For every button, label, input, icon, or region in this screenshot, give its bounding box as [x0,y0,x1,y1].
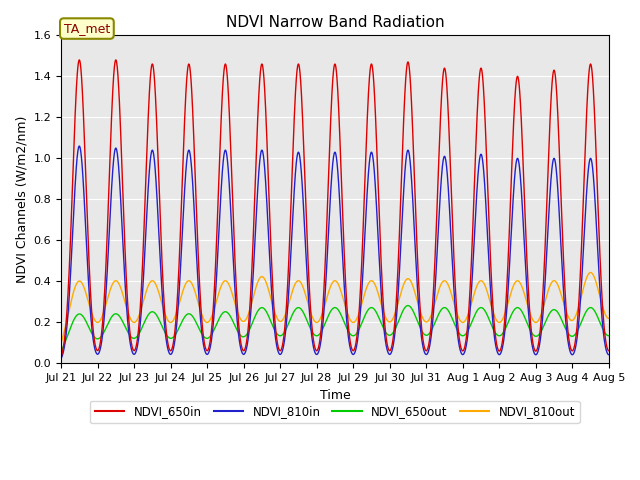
Y-axis label: NDVI Channels (W/m2/nm): NDVI Channels (W/m2/nm) [15,116,28,283]
Legend: NDVI_650in, NDVI_810in, NDVI_650out, NDVI_810out: NDVI_650in, NDVI_810in, NDVI_650out, NDV… [90,401,580,423]
Text: TA_met: TA_met [64,22,110,35]
Title: NDVI Narrow Band Radiation: NDVI Narrow Band Radiation [226,15,444,30]
X-axis label: Time: Time [319,389,350,402]
